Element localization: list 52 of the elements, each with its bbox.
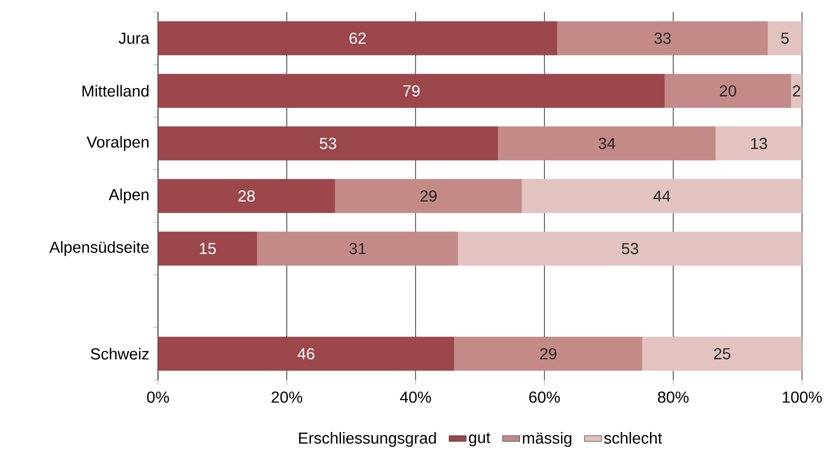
bar <box>158 232 258 266</box>
data-label: 33 <box>654 32 671 44</box>
y-tick-label: Voralpen <box>86 136 148 151</box>
bar <box>557 21 768 56</box>
legend-title: Erschliessungsgrad <box>299 432 436 447</box>
legend-label: mässig <box>522 432 572 447</box>
y-tick-label: Mittelland <box>82 85 148 97</box>
bar <box>158 179 336 214</box>
data-label: 13 <box>751 138 768 150</box>
data-label: 20 <box>720 85 736 96</box>
data-label: 2 <box>792 85 800 96</box>
bar <box>158 21 558 56</box>
x-tick-label: 20% <box>272 392 302 403</box>
bar <box>458 232 802 266</box>
data-label: 29 <box>420 190 437 202</box>
bar <box>257 232 458 266</box>
bar <box>768 21 802 56</box>
data-label: 28 <box>238 190 255 202</box>
data-label: 62 <box>350 32 366 44</box>
bar <box>454 336 642 371</box>
x-tick-label: 0% <box>147 392 169 403</box>
x-tick-label: 80% <box>658 392 689 403</box>
data-label: 53 <box>320 138 336 150</box>
bar <box>791 74 802 108</box>
x-tick-label: 40% <box>400 392 431 403</box>
bar <box>522 179 802 214</box>
bar <box>158 74 665 108</box>
data-label: 53 <box>622 242 638 254</box>
bar <box>716 126 802 160</box>
data-label: 25 <box>714 348 730 360</box>
data-label: 31 <box>349 242 366 254</box>
data-label: 34 <box>598 138 616 150</box>
bar <box>498 126 716 160</box>
bar <box>158 336 454 371</box>
y-tick-label: Alpen <box>108 188 148 204</box>
data-label: 29 <box>540 348 556 360</box>
data-label: 15 <box>200 243 216 254</box>
data-label: 44 <box>653 190 670 202</box>
x-tick-label: 60% <box>529 392 560 403</box>
y-tick-label: Jura <box>118 32 150 44</box>
data-label: 79 <box>403 85 420 96</box>
data-label: 46 <box>298 348 314 360</box>
bar <box>158 126 498 160</box>
y-tick-label: Alpensüdseite <box>49 241 149 256</box>
y-tick-label: Schweiz <box>90 348 149 360</box>
legend-label: schlecht <box>604 432 662 444</box>
bar <box>664 74 792 108</box>
data-label: 5 <box>781 32 789 44</box>
legend-label: gut <box>468 432 490 446</box>
bar <box>642 336 802 371</box>
x-tick-label: 100% <box>782 392 822 403</box>
bar <box>335 179 522 214</box>
